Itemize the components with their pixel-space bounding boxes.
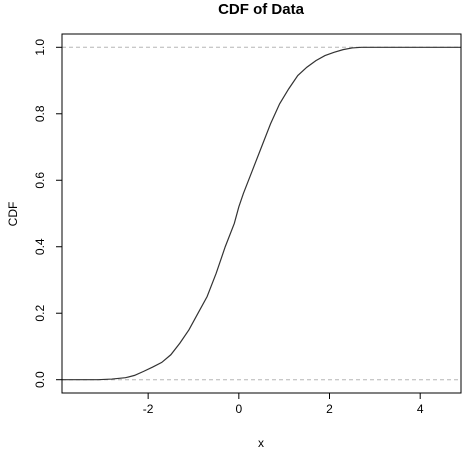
chart-title: CDF of Data [218,1,304,18]
x-tick-label: 0 [235,402,242,416]
y-axis-label: CDF [6,202,20,227]
plot-frame [61,33,462,394]
x-tick-label: 2 [326,402,333,416]
y-tick-label: 0.6 [33,172,47,189]
y-tick-label: 0.4 [33,238,47,255]
y-axis: 0.0 0.2 0.4 0.6 0.8 1.0 [33,39,62,388]
x-tick-label: -2 [143,402,154,416]
x-tick-label: 4 [417,402,424,416]
y-tick-label: 1.0 [33,39,47,56]
y-tick-label: 0.0 [33,371,47,388]
reference-lines [62,46,461,381]
cdf-line [62,46,461,381]
x-axis: -2 0 2 4 [143,393,424,416]
y-tick-label: 0.2 [33,305,47,322]
x-axis-label: x [258,436,264,450]
y-tick-label: 0.8 [33,105,47,122]
